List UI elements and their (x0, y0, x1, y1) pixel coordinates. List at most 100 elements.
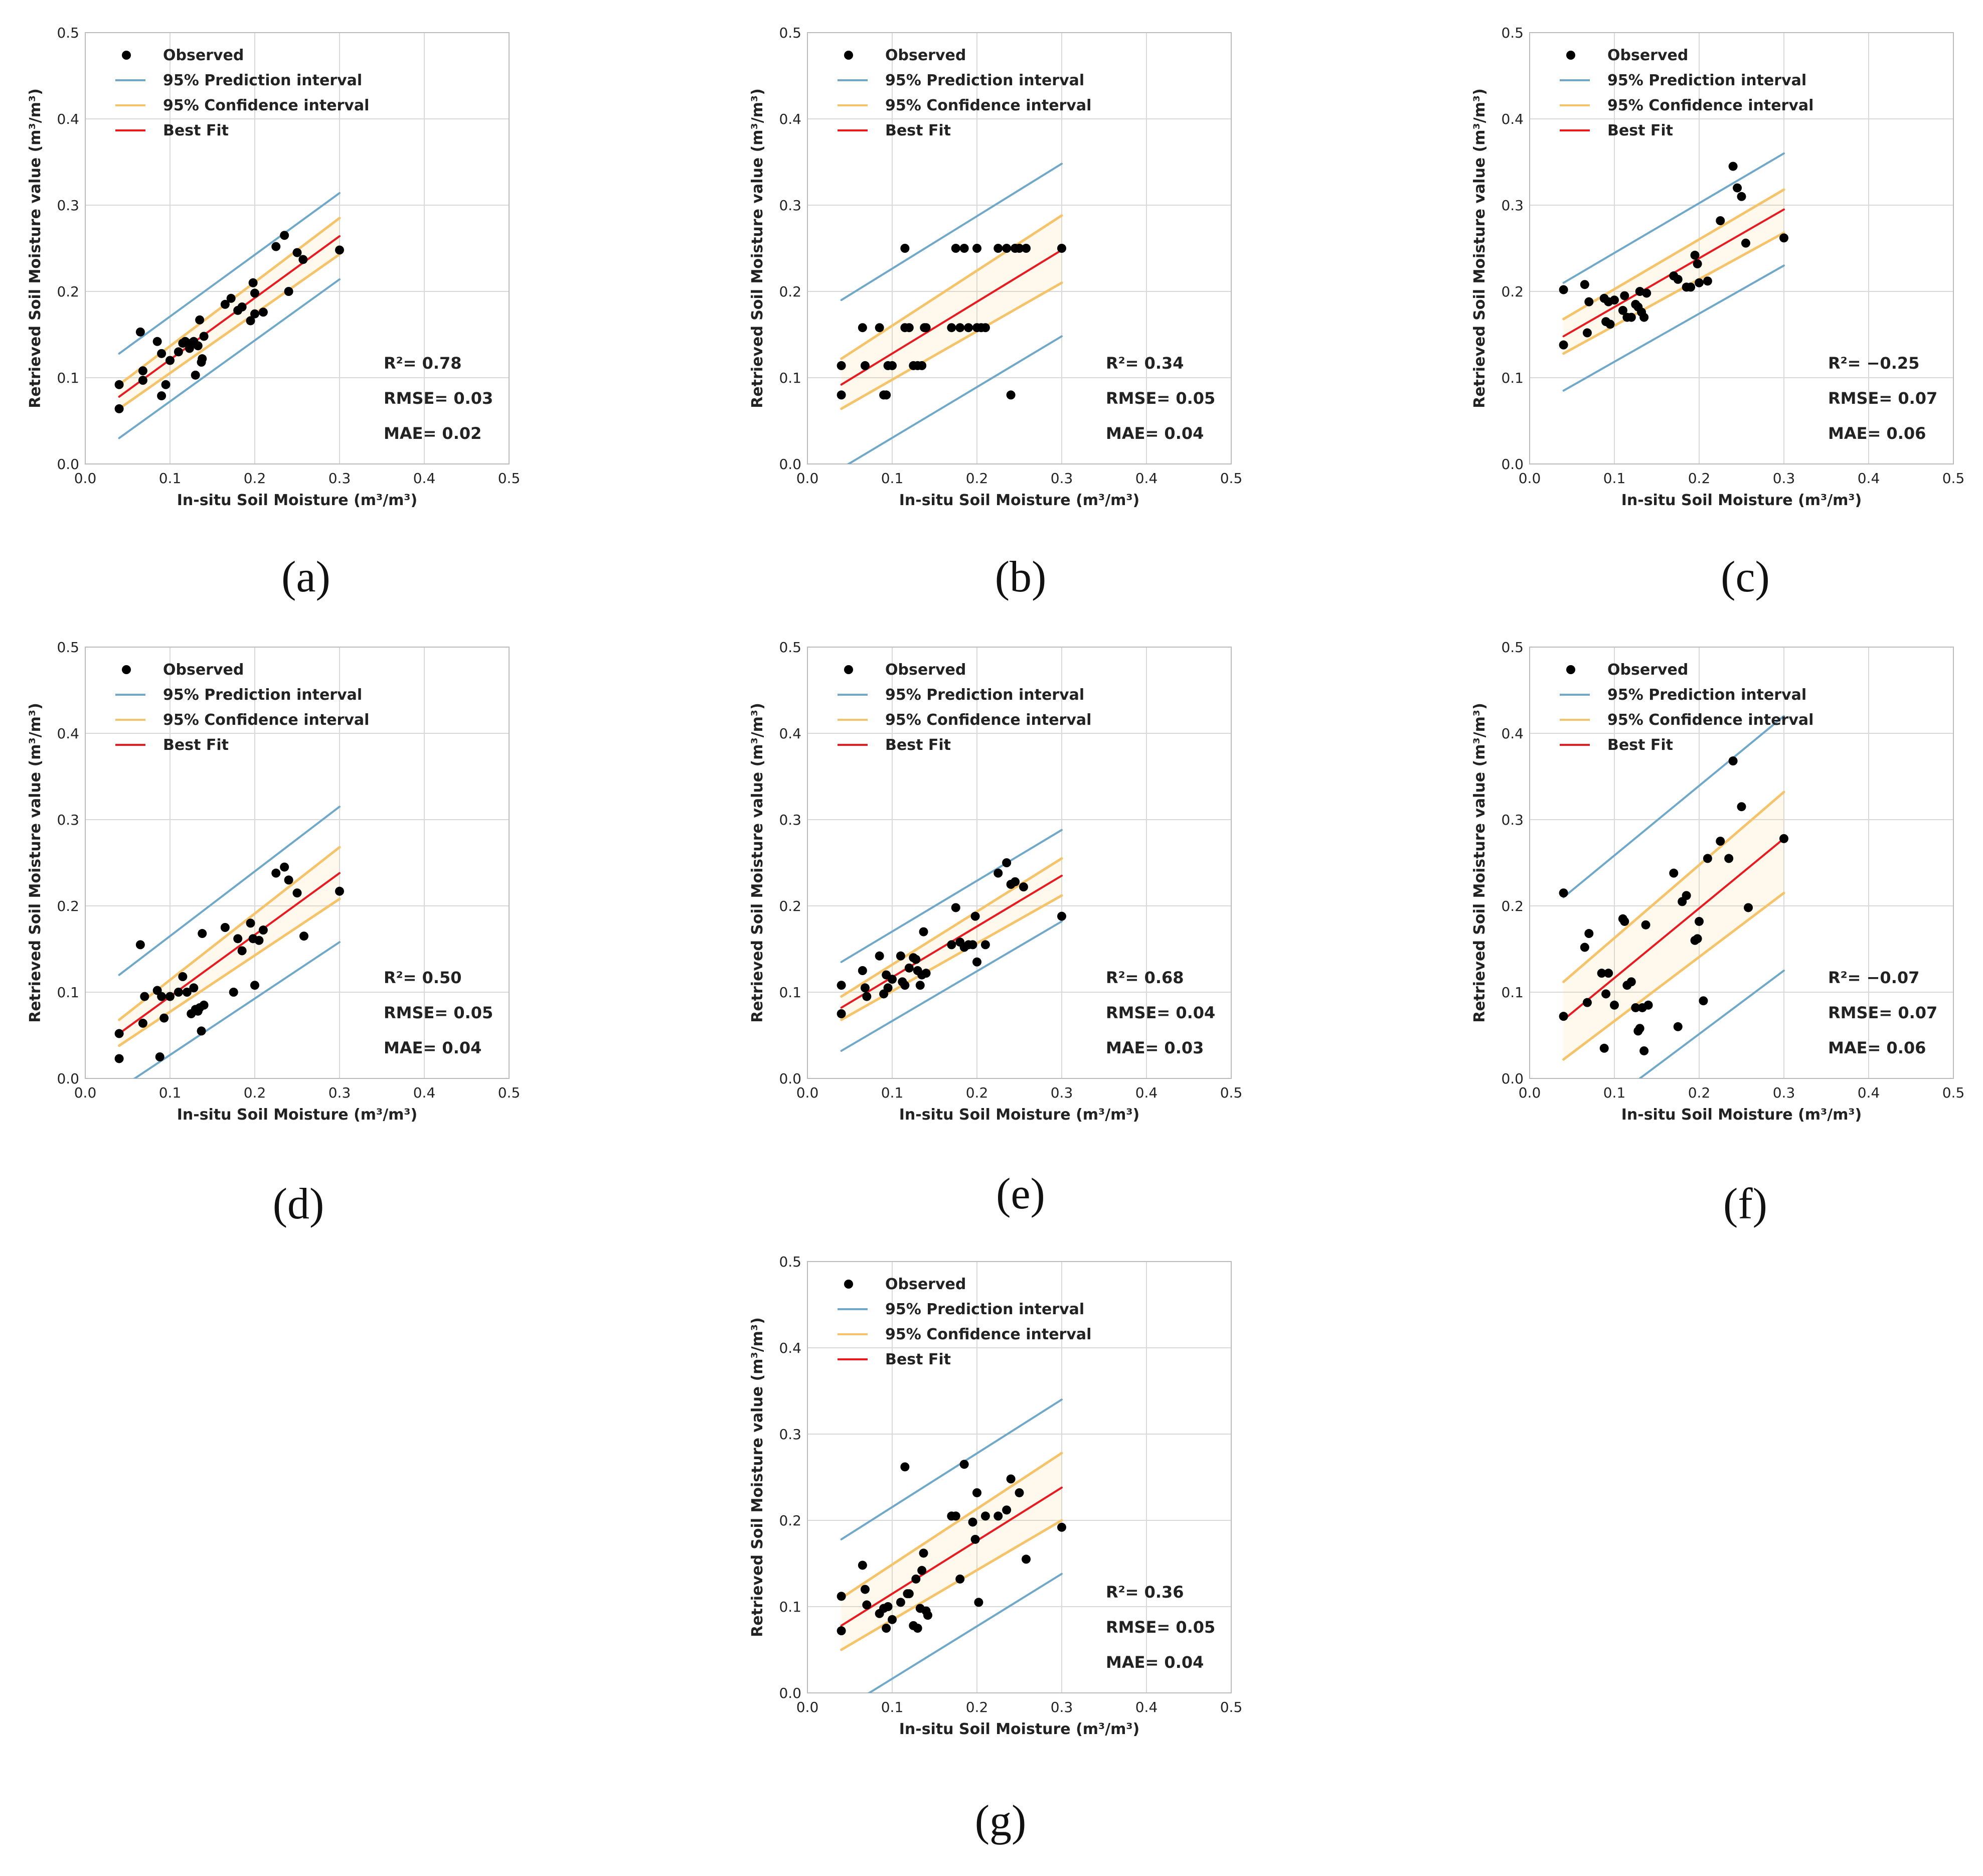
observed-point (114, 1029, 124, 1038)
observed-point (1620, 291, 1629, 300)
x-tick-label: 0.5 (1220, 1084, 1243, 1101)
legend-entry-label: Observed (885, 1276, 966, 1293)
observed-point (896, 951, 905, 961)
legend: Observed 95% Prediction interval 95% Confi… (838, 661, 1091, 754)
observed-point (896, 1598, 905, 1607)
legend-entry-label: 95% Confidence interval (163, 97, 369, 114)
x-tick-label: 0.4 (413, 470, 436, 487)
observed-point (959, 244, 969, 253)
legend-marker-observed (844, 665, 853, 674)
observed-point (280, 231, 289, 240)
observed-point (292, 248, 302, 257)
confidence-upper-line (840, 214, 1063, 360)
x-tick-label: 0.0 (74, 470, 97, 487)
observed-point (913, 1624, 922, 1633)
observed-point (1559, 285, 1568, 294)
legend-entry-label: 95% Prediction interval (163, 72, 362, 89)
x-tick-label: 0.2 (966, 1084, 988, 1101)
y-tick-label: 0.5 (57, 639, 79, 656)
x-tick-label: 0.3 (1773, 470, 1795, 487)
y-axis-label: Retrieved Soil Moisture value (m³/m³) (27, 88, 44, 408)
observed-point (888, 975, 897, 984)
x-tick-label: 0.5 (1220, 470, 1243, 487)
observed-point (246, 316, 255, 326)
r-squared-label: R²= −0.07 (1828, 968, 1919, 987)
observed-point (159, 1013, 169, 1023)
y-tick-label: 0.5 (1501, 25, 1524, 41)
y-tick-label: 0.0 (57, 1070, 79, 1087)
observed-point (888, 1615, 897, 1624)
legend-entry-label: 95% Confidence interval (885, 1326, 1091, 1343)
x-axis-label: In-situ Soil Moisture (m³/m³) (899, 1106, 1140, 1124)
mae-label: MAE= 0.04 (384, 1038, 481, 1057)
x-axis-label: In-situ Soil Moisture (m³/m³) (1621, 492, 1862, 509)
panel-caption-b: (b) (995, 553, 1047, 601)
observed-point (917, 361, 927, 370)
observed-point (138, 376, 147, 385)
y-tick-label: 0.3 (779, 1426, 801, 1443)
observed-point (298, 255, 308, 264)
observed-point (299, 931, 309, 941)
legend-entry-label: Observed (163, 661, 244, 679)
observed-point (1693, 934, 1702, 944)
plot-layer (837, 829, 1066, 1052)
observed-point (198, 354, 207, 364)
legend-marker-observed (122, 51, 131, 60)
observed-point (1601, 989, 1611, 999)
observed-point (138, 1018, 147, 1028)
observed-point (250, 309, 259, 319)
observed-point (1626, 977, 1636, 987)
observed-point (900, 981, 910, 990)
y-tick-label: 0.3 (57, 197, 79, 214)
observed-point (1728, 756, 1738, 766)
observed-point (1604, 969, 1613, 978)
prediction-lower-line (118, 278, 341, 439)
x-tick-label: 0.3 (1051, 1084, 1073, 1101)
observed-point (114, 380, 124, 389)
observed-point (1002, 244, 1012, 253)
x-tick-label: 0.5 (1942, 1084, 1965, 1101)
observed-point (972, 1488, 981, 1497)
mae-label: MAE= 0.04 (1106, 424, 1204, 443)
observed-point (1584, 929, 1594, 939)
observed-point (1693, 259, 1702, 268)
observed-point (1580, 943, 1589, 952)
y-tick-label: 0.1 (57, 984, 79, 1001)
y-tick-label: 0.1 (1501, 370, 1524, 386)
y-tick-label: 0.4 (779, 725, 801, 742)
observed-point (174, 988, 183, 997)
observed-point (1724, 854, 1734, 863)
x-tick-label: 0.3 (328, 470, 351, 487)
prediction-upper-line (840, 163, 1063, 301)
observed-point (140, 992, 149, 1001)
observed-point (900, 1462, 910, 1472)
observed-point (883, 1602, 893, 1611)
plot-frame (1529, 647, 1954, 1079)
observed-point (155, 1052, 164, 1061)
legend-entry-label: 95% Confidence interval (1607, 711, 1813, 729)
observed-point (1635, 287, 1644, 296)
best-fit-line (1562, 837, 1785, 1021)
x-tick-label: 0.4 (1135, 1699, 1158, 1715)
x-tick-label: 0.1 (881, 1084, 904, 1101)
observed-point (135, 327, 145, 337)
observed-point (970, 911, 980, 921)
legend-entry-label: 95% Prediction interval (885, 1301, 1084, 1318)
legend: Observed 95% Prediction interval 95% Confi… (838, 1276, 1091, 1368)
observed-point (1022, 1554, 1031, 1564)
observed-point (951, 244, 960, 253)
y-tick-label: 0.5 (779, 25, 801, 41)
observed-point (250, 288, 259, 298)
observed-point (875, 951, 884, 961)
rmse-label: RMSE= 0.07 (1828, 389, 1937, 408)
observed-point (888, 361, 897, 370)
observed-point (174, 347, 183, 357)
y-tick-label: 0.4 (1501, 111, 1524, 127)
y-tick-label: 0.5 (57, 25, 79, 41)
observed-point (980, 940, 990, 950)
observed-point (1559, 340, 1568, 350)
x-tick-label: 0.5 (1220, 1699, 1243, 1715)
observed-point (883, 983, 893, 993)
x-tick-label: 0.2 (1688, 470, 1711, 487)
x-tick-label: 0.0 (1519, 1084, 1541, 1101)
